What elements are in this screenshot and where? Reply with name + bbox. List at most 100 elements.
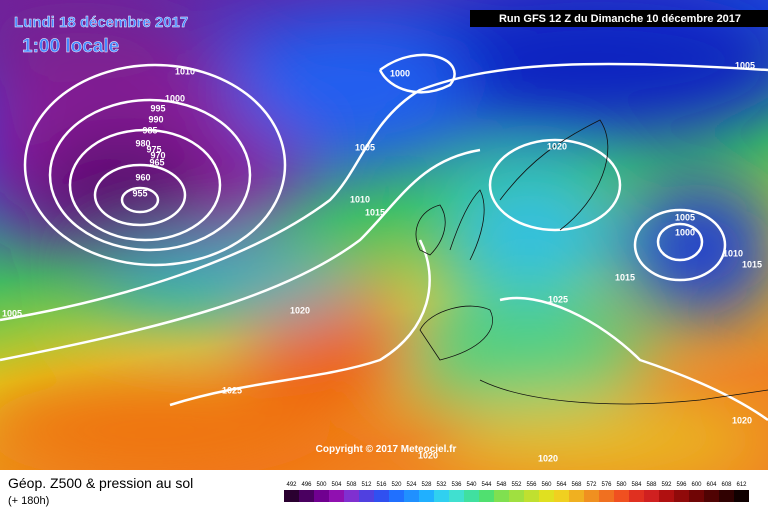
legend-swatch: [374, 490, 389, 502]
isobar-label: 970: [150, 150, 165, 160]
legend-swatch: [284, 490, 299, 502]
isobar-label: 1010: [350, 194, 370, 204]
legend-swatch: [644, 490, 659, 502]
isobar-label: 1015: [365, 207, 385, 217]
field: [0, 0, 768, 480]
legend-tick: 520: [391, 482, 402, 488]
legend-tick: 608: [721, 482, 732, 488]
footer-title: Géop. Z500 & pression au sol: [8, 475, 193, 491]
legend-swatch: [524, 490, 539, 502]
legend-swatch: [389, 490, 404, 502]
coastlines: [415, 119, 768, 405]
isobar-label: 995: [150, 103, 165, 113]
legend-swatch: [509, 490, 524, 502]
isobar-label: 965: [149, 157, 164, 167]
legend-tick: 604: [706, 482, 717, 488]
legend-tick: 580: [616, 482, 627, 488]
legend-tick: 612: [736, 482, 747, 488]
legend-tick: 552: [511, 482, 522, 488]
legend-tick: 564: [556, 482, 567, 488]
legend-swatch: [494, 490, 509, 502]
legend-swatch: [419, 490, 434, 502]
isobar-label: 960: [135, 172, 150, 182]
isobar-label: 1015: [615, 272, 635, 282]
run-box: [470, 10, 768, 27]
isobars: [0, 53, 768, 422]
footer-lead: (+ 180h): [8, 495, 49, 507]
isobar-label: 980: [135, 138, 150, 148]
isobar-label: 955: [132, 188, 147, 198]
run-label: Run GFS 12 Z du Dimanche 10 décembre 201…: [499, 13, 741, 25]
legend-swatch: [554, 490, 569, 502]
legend-swatch: [329, 490, 344, 502]
isobar-label: 1000: [165, 93, 185, 103]
legend-tick: 544: [481, 482, 492, 488]
legend-swatch: [689, 490, 704, 502]
legend-tick: 512: [361, 482, 372, 488]
legend-swatch: [479, 490, 494, 502]
isobar-label: 1005: [2, 308, 22, 318]
legend-swatch: [464, 490, 479, 502]
legend-tick: 540: [466, 482, 477, 488]
legend-tick: 500: [316, 482, 327, 488]
legend-tick: 588: [646, 482, 657, 488]
legend-tick: 524: [406, 482, 417, 488]
legend-tick: 592: [661, 482, 672, 488]
isobar-label: 1005: [355, 142, 375, 152]
legend-tick: 568: [571, 482, 582, 488]
legend-swatch: [569, 490, 584, 502]
isobar-label: 1020: [547, 141, 567, 151]
legend-tick: 572: [586, 482, 597, 488]
legend-tick: 508: [346, 482, 357, 488]
isobar-label: 1025: [548, 294, 568, 304]
legend-tick: 536: [451, 482, 462, 488]
legend-tick: 548: [496, 482, 507, 488]
isobar-labels: 1010100099599098598097597096596095510051…: [2, 60, 762, 463]
legend-tick: 600: [691, 482, 702, 488]
legend-swatch: [314, 490, 329, 502]
isobar-label: 1000: [390, 68, 410, 78]
copyright: Copyright © 2017 Meteociel.fr: [316, 444, 457, 455]
isobar-label: 1005: [675, 212, 695, 222]
legend-swatch: [704, 490, 719, 502]
isobar-label: 1025: [222, 385, 242, 395]
time-label: 1:00 locale: [22, 36, 119, 57]
isobar-label: 990: [148, 114, 163, 124]
legend-swatch: [344, 490, 359, 502]
isobar-label: 1000: [675, 227, 695, 237]
legend-swatch: [614, 490, 629, 502]
legend-swatch: [434, 490, 449, 502]
legend-tick: 532: [436, 482, 447, 488]
legend-tick: 504: [331, 482, 342, 488]
isobar-label: 1020: [290, 305, 310, 315]
legend-tick: 496: [301, 482, 312, 488]
legend: 492 496 500 504 508 512 516 520 524 528 532 536 540 5…: [284, 482, 749, 502]
isobar-label: 975: [146, 144, 161, 154]
isobar-label: 1010: [723, 248, 743, 258]
legend-swatch: [404, 490, 419, 502]
isobar-label: 1005: [735, 60, 755, 70]
date-label: Lundi 18 décembre 2017: [14, 14, 188, 31]
legend-swatch: [599, 490, 614, 502]
legend-swatch: [629, 490, 644, 502]
isobar-label: 1020: [418, 450, 438, 460]
legend-tick: 492: [286, 482, 297, 488]
isobar-label: 1020: [732, 415, 752, 425]
legend-swatch: [674, 490, 689, 502]
isobar-label: 1020: [538, 453, 558, 463]
legend-swatch: [359, 490, 374, 502]
isobar-label: 1010: [175, 66, 195, 76]
legend-swatch: [299, 490, 314, 502]
legend-tick: 560: [541, 482, 552, 488]
legend-swatch: [584, 490, 599, 502]
isobar-label: 1015: [742, 259, 762, 269]
legend-tick: 584: [631, 482, 642, 488]
legend-swatch: [539, 490, 554, 502]
legend-tick: 516: [376, 482, 387, 488]
legend-tick: 556: [526, 482, 537, 488]
legend-swatch: [449, 490, 464, 502]
legend-swatch: [719, 490, 734, 502]
legend-tick: 596: [676, 482, 687, 488]
legend-swatch: [734, 490, 749, 502]
